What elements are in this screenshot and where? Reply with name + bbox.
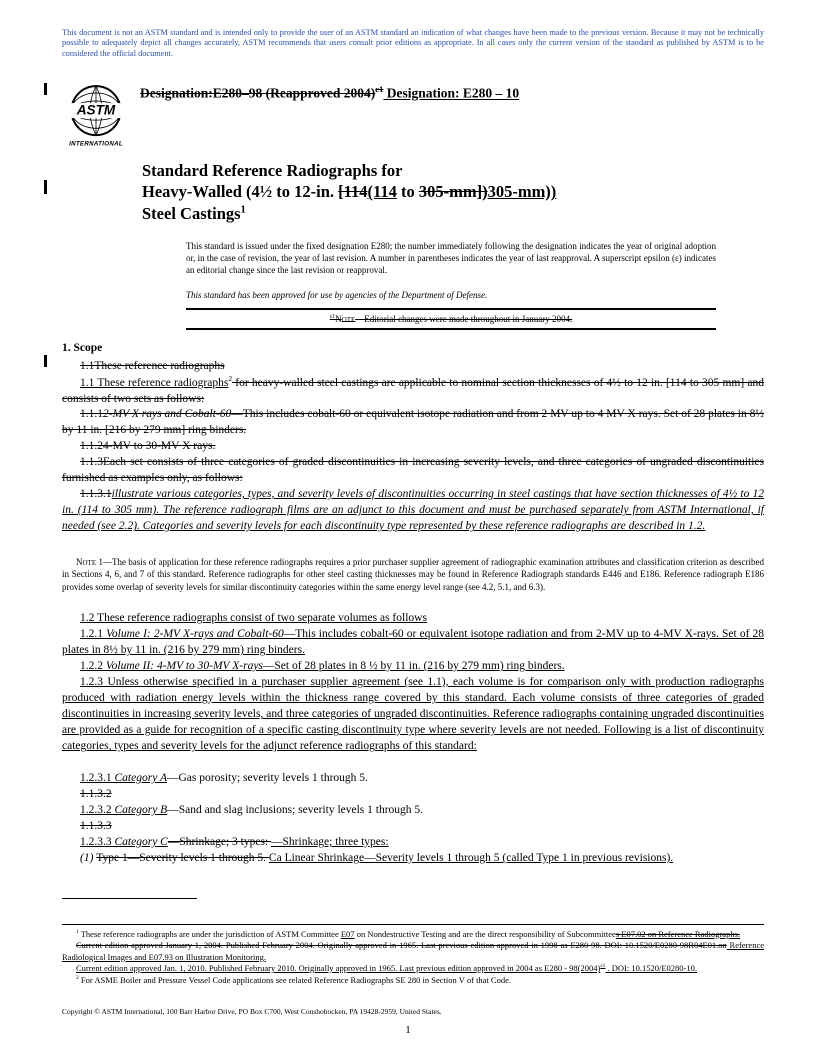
p-1.2: 1.2 These reference radiographs consist … (62, 610, 764, 626)
designation-new: Designation: E280 – 10 (383, 86, 519, 101)
title-l2c: (114 (368, 182, 397, 201)
p-1.2.1: 1.2.1 Volume I: 2-MV X-rays and Cobalt-6… (62, 626, 764, 658)
p-1.2.3.2: 1.2.3.2 Category B—Sand and slag inclusi… (62, 802, 764, 818)
approval-note: This standard has been approved for use … (186, 290, 716, 300)
change-bar (44, 83, 47, 95)
title-sup: 1 (241, 203, 246, 215)
p-1.1.3.1: 1.1.3.1illustrate various categories, ty… (62, 486, 764, 534)
designation-old: Designation:E280–98 (Reapproved 2004) (140, 86, 375, 101)
p-1.2.3.1: 1.2.3.1 Category A—Gas porosity; severit… (62, 770, 764, 786)
scope-heading: 1. Scope (62, 342, 102, 354)
title-line1: Standard Reference Radiographs for (142, 161, 402, 180)
change-bar (44, 180, 47, 194)
rule-bottom (186, 328, 716, 330)
issuance-note: This standard is issued under the fixed … (186, 240, 716, 276)
p-1.1-old: 1.1These reference radiographs (62, 358, 764, 374)
svg-text:INTERNATIONAL: INTERNATIONAL (69, 140, 123, 147)
rule-top (186, 308, 716, 310)
title-l2e: 305-mm]) (419, 182, 488, 201)
title-block: Standard Reference Radiographs for Heavy… (142, 160, 764, 224)
p-1.1.3: 1.1.3Each set consists of three categori… (62, 454, 764, 486)
title-l2d: to (397, 182, 419, 201)
note-1: NOTE 1—The basis of application for thes… (62, 556, 764, 593)
astm-logo: ASTM INTERNATIONAL (62, 80, 130, 148)
p-1.1: 1.1 These reference radiographs2 for hea… (62, 374, 764, 407)
change-bar (44, 355, 47, 367)
copyright: Copyright © ASTM International, 100 Barr… (62, 1007, 764, 1016)
title-l2b: [114 (338, 182, 367, 201)
title-line3: Steel Castings (142, 204, 241, 223)
p-1.2.3.3-1: (1) Type 1—Severity levels 1 through 5. … (62, 850, 764, 866)
page-number: 1 (0, 1024, 816, 1036)
svg-text:ASTM: ASTM (76, 103, 116, 118)
header-row: ASTM INTERNATIONAL Designation:E280–98 (… (62, 80, 764, 148)
footnote-rule (62, 898, 197, 899)
designation: Designation:E280–98 (Reapproved 2004)ε1 … (140, 80, 764, 102)
p-1.2.3: 1.2.3 Unless otherwise specified in a pu… (62, 674, 764, 754)
disclaimer-text: This document is not an ASTM standard an… (62, 28, 764, 59)
p-1.1.3.3: 1.1.3.3 (62, 818, 764, 834)
title-l2a: Heavy-Walled (4½ to 12-in. (142, 182, 338, 201)
editorial-note: ε1NOTE—Editorial changes were made throu… (186, 314, 716, 324)
title-l2f: 305-mm)) (488, 182, 557, 201)
p-1.1.1: 1.1.12-MV X rays and Cobalt-60—This incl… (62, 406, 764, 438)
p-1.1.3.2: 1.1.3.2 (62, 786, 764, 802)
p-1.1.2: 1.1.24-MV to 30-MV X rays. (62, 438, 764, 454)
footnotes: 1 These reference radiographs are under … (62, 924, 764, 986)
p-1.2.3.3: 1.2.3.3 Category C—Shrinkage; 3 types: —… (62, 834, 764, 850)
p-1.2.2: 1.2.2 Volume II: 4-MV to 30-MV X-rays—Se… (62, 658, 764, 674)
